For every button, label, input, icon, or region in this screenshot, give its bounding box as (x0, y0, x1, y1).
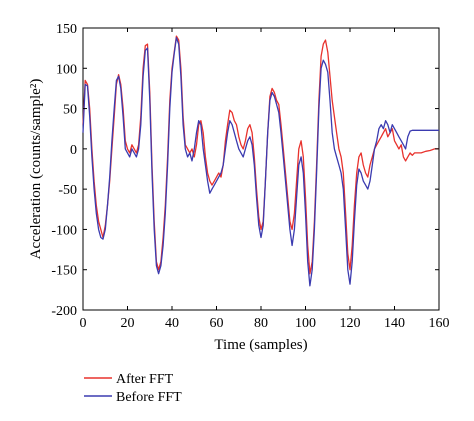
y-tick-label: 50 (63, 103, 77, 118)
x-tick-label: 20 (121, 316, 135, 331)
legend: After FFT Before FFT (84, 372, 182, 405)
legend-label-before-fft: Before FFT (116, 390, 182, 405)
y-tick-label: -100 (51, 223, 77, 238)
y-tick-label: 150 (56, 22, 77, 37)
y-tick-label: 0 (70, 143, 77, 158)
plot-frame (82, 27, 440, 311)
x-tick-label: 0 (80, 316, 87, 331)
x-axis-label: Time (samples) (214, 337, 307, 353)
x-tick-label: 100 (295, 316, 316, 331)
y-axis-ticks: -200 -150 -100 -50 0 50 100 150 (51, 22, 439, 319)
x-tick-label: 160 (429, 316, 450, 331)
x-axis-ticks: 0 20 40 60 80 100 120 140 160 (80, 28, 450, 331)
plot-area: 0 20 40 60 80 100 120 140 160 -200 -150 -100 -50 0 50… (51, 22, 449, 331)
series-line-before-fft (82, 37, 439, 287)
x-tick-label: 140 (384, 316, 405, 331)
y-axis-label: Acceleration (counts/sample²) (28, 79, 44, 260)
y-tick-label: 100 (56, 62, 77, 77)
y-tick-label: -150 (51, 264, 77, 279)
y-tick-label: -200 (51, 304, 77, 319)
y-tick-label: -50 (58, 183, 77, 198)
x-tick-label: 120 (340, 316, 361, 331)
legend-label-after-fft: After FFT (116, 372, 174, 387)
x-tick-label: 80 (254, 316, 268, 331)
x-tick-label: 40 (165, 316, 179, 331)
x-tick-label: 60 (210, 316, 224, 331)
series-layer (82, 35, 439, 287)
